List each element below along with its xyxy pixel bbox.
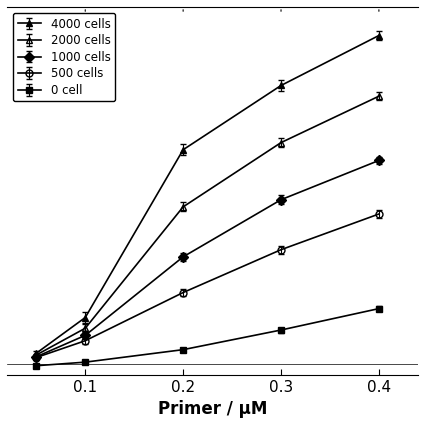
- X-axis label: Primer / μM: Primer / μM: [158, 400, 267, 418]
- Legend: 4000 cells, 2000 cells, 1000 cells, 500 cells, 0 cell: 4000 cells, 2000 cells, 1000 cells, 500 …: [13, 13, 115, 102]
